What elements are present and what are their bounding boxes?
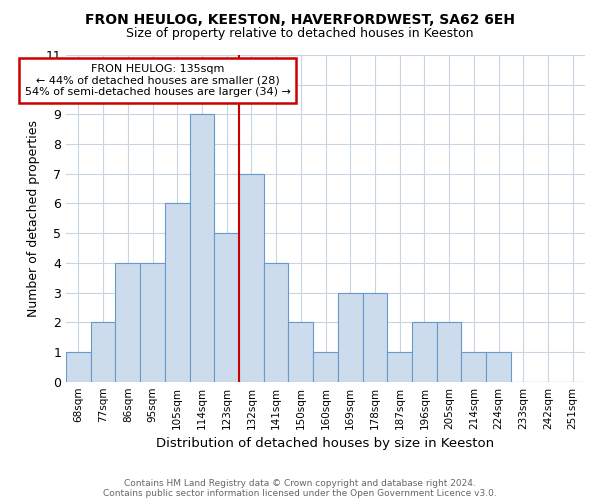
- Text: Contains public sector information licensed under the Open Government Licence v3: Contains public sector information licen…: [103, 488, 497, 498]
- Bar: [461, 352, 486, 382]
- Y-axis label: Number of detached properties: Number of detached properties: [27, 120, 40, 317]
- X-axis label: Distribution of detached houses by size in Keeston: Distribution of detached houses by size …: [157, 437, 494, 450]
- Bar: [338, 292, 362, 382]
- Bar: [437, 322, 461, 382]
- Bar: [115, 263, 140, 382]
- Text: Contains HM Land Registry data © Crown copyright and database right 2024.: Contains HM Land Registry data © Crown c…: [124, 478, 476, 488]
- Text: FRON HEULOG, KEESTON, HAVERFORDWEST, SA62 6EH: FRON HEULOG, KEESTON, HAVERFORDWEST, SA6…: [85, 12, 515, 26]
- Text: FRON HEULOG: 135sqm
← 44% of detached houses are smaller (28)
54% of semi-detach: FRON HEULOG: 135sqm ← 44% of detached ho…: [25, 64, 290, 97]
- Bar: [313, 352, 338, 382]
- Bar: [264, 263, 289, 382]
- Bar: [289, 322, 313, 382]
- Bar: [214, 233, 239, 382]
- Bar: [239, 174, 264, 382]
- Bar: [387, 352, 412, 382]
- Bar: [140, 263, 165, 382]
- Bar: [486, 352, 511, 382]
- Text: Size of property relative to detached houses in Keeston: Size of property relative to detached ho…: [126, 28, 474, 40]
- Bar: [412, 322, 437, 382]
- Bar: [66, 352, 91, 382]
- Bar: [91, 322, 115, 382]
- Bar: [190, 114, 214, 382]
- Bar: [362, 292, 387, 382]
- Bar: [165, 204, 190, 382]
